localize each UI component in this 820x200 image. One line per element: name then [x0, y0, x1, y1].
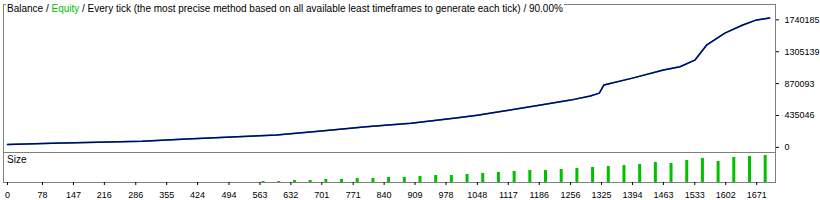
svg-text:1117: 1117 — [499, 190, 518, 200]
svg-text:78: 78 — [37, 190, 47, 200]
svg-text:1048: 1048 — [467, 190, 487, 200]
svg-text:147: 147 — [66, 190, 81, 200]
svg-text:1325: 1325 — [592, 190, 612, 200]
svg-text:563: 563 — [252, 190, 267, 200]
svg-text:701: 701 — [314, 190, 329, 200]
svg-text:0: 0 — [5, 190, 10, 200]
svg-text:1463: 1463 — [653, 190, 673, 200]
svg-text:216: 216 — [97, 190, 112, 200]
svg-text:355: 355 — [159, 190, 174, 200]
svg-text:1186: 1186 — [530, 190, 549, 200]
svg-text:870093: 870093 — [785, 79, 815, 89]
svg-text:1533: 1533 — [685, 190, 705, 200]
svg-text:909: 909 — [408, 190, 423, 200]
svg-text:0: 0 — [785, 142, 790, 152]
html-text:Size: Size — [7, 154, 27, 165]
svg-text:286: 286 — [128, 190, 143, 200]
svg-text:632: 632 — [283, 190, 298, 200]
svg-text:978: 978 — [438, 190, 453, 200]
svg-text:1740185: 1740185 — [785, 15, 820, 25]
svg-text:1256: 1256 — [561, 190, 581, 200]
svg-text:494: 494 — [221, 190, 236, 200]
svg-text:1671: 1671 — [747, 190, 767, 200]
svg-text:1602: 1602 — [716, 190, 736, 200]
svg-text:435046: 435046 — [785, 110, 815, 120]
svg-text:1305139: 1305139 — [785, 47, 820, 57]
svg-text:1394: 1394 — [622, 190, 642, 200]
svg-text:424: 424 — [190, 190, 205, 200]
html-text:Balance / Equity / Every tick: Balance / Equity / Every tick (the most … — [7, 3, 563, 14]
svg-text:771: 771 — [346, 190, 361, 200]
svg-text:840: 840 — [377, 190, 392, 200]
